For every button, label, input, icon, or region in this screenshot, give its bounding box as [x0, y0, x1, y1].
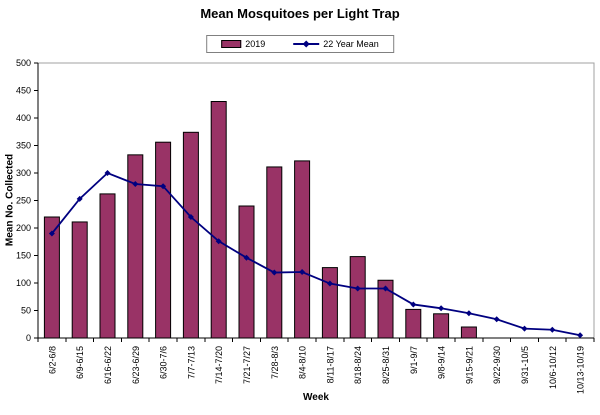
- y-tick-label: 0: [26, 333, 31, 343]
- mean-line-marker: [76, 195, 83, 202]
- y-tick-label: 450: [16, 86, 31, 96]
- bar-2019: [238, 205, 255, 339]
- x-axis-title: Week: [303, 392, 329, 403]
- x-category-label: 10/13-10/19: [576, 346, 586, 394]
- x-category-label: 9/22-9/30: [492, 346, 502, 384]
- legend-item-22-year-mean: 22 Year Mean: [293, 39, 379, 49]
- x-category-label: 6/30-7/6: [159, 346, 169, 379]
- x-category-label: 7/21-7/27: [242, 346, 252, 384]
- x-category-label: 7/7-7/13: [186, 346, 196, 379]
- mean-line-marker: [465, 310, 472, 317]
- x-category-label: 8/11-8/17: [325, 346, 335, 383]
- bar-2019: [71, 221, 88, 339]
- x-category-label: 6/23-6/29: [131, 346, 141, 384]
- mean-line-marker: [160, 183, 167, 190]
- mean-line-marker: [326, 280, 333, 287]
- mean-line-marker: [243, 254, 250, 261]
- mean-line-marker: [549, 326, 556, 333]
- bar-2019: [460, 326, 477, 339]
- mean-line-marker: [104, 170, 111, 176]
- y-tick-label: 350: [16, 141, 31, 151]
- y-tick-label: 500: [16, 58, 31, 68]
- mean-line-marker: [577, 332, 584, 339]
- plot-frame: [37, 62, 595, 339]
- legend: 2019 22 Year Mean: [206, 35, 394, 53]
- x-category-label: 8/25-8/31: [381, 346, 391, 384]
- x-category-label: 9/8-9/14: [437, 346, 447, 379]
- mean-line-marker: [382, 285, 389, 292]
- x-category-label: 6/2-6/8: [47, 346, 57, 374]
- bar-2019: [99, 193, 116, 339]
- bar-2019: [349, 256, 366, 339]
- mean-line-marker: [271, 269, 278, 276]
- y-tick-label: 400: [16, 113, 31, 123]
- bar-2019: [294, 160, 311, 339]
- x-category-label: 10/6-10/12: [548, 346, 558, 389]
- x-category-label: 8/4-8/10: [298, 346, 308, 379]
- mean-line-marker: [438, 305, 445, 312]
- x-category-label: 6/16-6/22: [103, 346, 113, 384]
- bar-2019: [210, 101, 227, 339]
- mean-line-marker: [410, 301, 417, 308]
- y-tick-label: 50: [21, 306, 31, 316]
- x-category-label: 7/28-8/3: [270, 346, 280, 379]
- mean-line-marker: [299, 269, 306, 275]
- mean-line-marker: [132, 181, 139, 187]
- x-category-label: 6/9-6/15: [75, 346, 85, 379]
- y-tick-label: 250: [16, 196, 31, 206]
- bar-2019: [266, 166, 283, 339]
- bar-2019: [433, 313, 450, 339]
- x-category-label: 9/15-9/21: [464, 346, 474, 384]
- mean-line-marker: [187, 214, 194, 220]
- mean-line-marker: [48, 230, 55, 237]
- legend-item-2019: 2019: [221, 39, 265, 49]
- bar-2019: [155, 141, 172, 339]
- mean-line-marker: [215, 238, 222, 245]
- mean-line-marker: [493, 316, 500, 323]
- mean-line-marker: [354, 285, 361, 292]
- y-tick-label: 200: [16, 223, 31, 233]
- bar-2019: [321, 267, 338, 339]
- mean-line: [51, 171, 581, 337]
- legend-label-22-year-mean: 22 Year Mean: [323, 39, 379, 49]
- x-category-label: 9/1-9/7: [409, 346, 419, 374]
- x-category-label: 9/31-10/5: [520, 346, 530, 384]
- bar-2019: [405, 308, 422, 339]
- y-tick-label: 150: [16, 251, 31, 261]
- x-category-label: 7/14-7/20: [214, 346, 224, 384]
- bar-swatch-icon: [221, 40, 242, 48]
- line-swatch-icon: [293, 40, 320, 48]
- mean-line-marker: [521, 325, 528, 332]
- legend-label-2019: 2019: [245, 39, 266, 49]
- y-tick-label: 300: [16, 168, 31, 178]
- bar-2019: [182, 131, 199, 339]
- chart-title: Mean Mosquitoes per Light Trap: [200, 6, 400, 21]
- y-tick-label: 100: [16, 278, 31, 288]
- x-category-label: 8/18-8/24: [353, 346, 363, 384]
